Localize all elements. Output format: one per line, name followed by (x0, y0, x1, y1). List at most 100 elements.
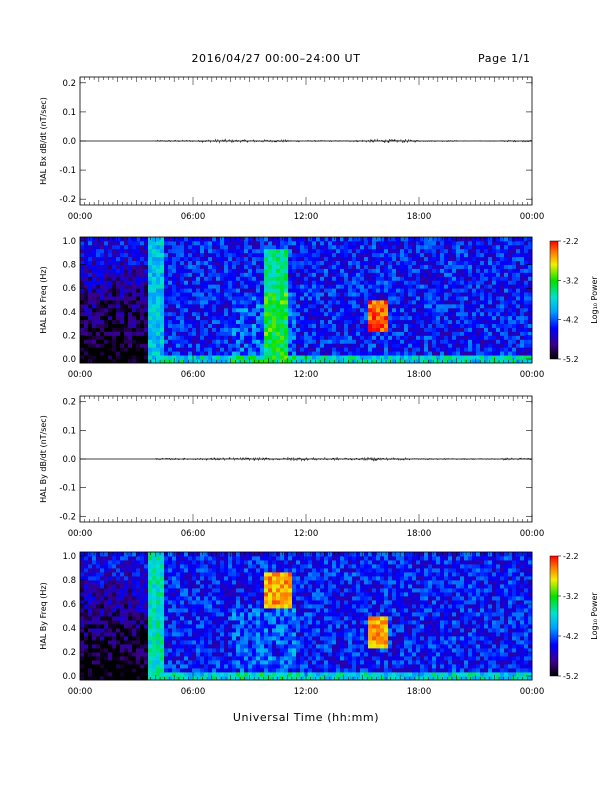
spectrogram-cell (392, 343, 397, 348)
spectrogram-cell (300, 260, 305, 265)
spectrogram-cell (524, 284, 529, 289)
spectrogram-cell (156, 288, 161, 293)
spectrogram-cell (408, 244, 413, 250)
spectrogram-cell (352, 300, 357, 305)
spectrogram-cell (108, 343, 113, 348)
spectrogram-cell (476, 359, 481, 364)
spectrogram-cell (356, 355, 361, 360)
spectrogram-cell (472, 288, 477, 293)
spectrogram-cell (176, 272, 181, 277)
spectrogram-cell (136, 284, 141, 289)
spectrogram-cell (492, 256, 497, 262)
spectrogram-cell (124, 311, 129, 317)
spectrogram-cell (252, 311, 257, 317)
spectrogram-cell (268, 280, 273, 285)
spectrogram-cell (456, 296, 461, 301)
spectrogram-cell (468, 248, 473, 254)
spectrogram-cell (284, 339, 289, 344)
spectrogram-cell (92, 307, 97, 313)
spectrogram-cell (148, 296, 153, 301)
spectrogram-cell (92, 315, 97, 321)
spectrogram-cell (100, 315, 105, 321)
spectrogram-cell (468, 288, 473, 293)
spectrogram-cell (376, 237, 381, 242)
spectrogram-cell (264, 343, 269, 348)
spectrogram-cell (100, 323, 105, 328)
spectrogram-cell (372, 359, 377, 364)
spectrogram-cell (364, 296, 369, 301)
spectrogram-cell (316, 347, 321, 352)
spectrogram-cell (372, 323, 377, 328)
spectrogram-cell (248, 303, 253, 309)
spectrogram-cell (232, 292, 237, 297)
spectrogram-cell (260, 284, 265, 289)
spectrogram-cell (484, 284, 489, 289)
spectrogram-cell (444, 268, 449, 273)
spectrogram-cell (300, 315, 305, 321)
spectrogram-cell (348, 300, 353, 305)
spectrogram-cell (404, 260, 409, 265)
spectrogram-cell (284, 292, 289, 297)
spectrogram-cell (324, 260, 329, 265)
spectrogram-cell (360, 240, 365, 246)
spectrogram-cell (108, 315, 113, 321)
spectrogram-cell (380, 268, 385, 273)
spectrogram-cell (224, 303, 229, 309)
spectrogram-cell (384, 315, 389, 321)
spectrogram-cell (108, 307, 113, 313)
spectrogram-cell (88, 347, 93, 352)
spectrogram-cell (468, 292, 473, 297)
spectrogram-cell (212, 331, 217, 336)
spectrogram-cell (160, 331, 165, 336)
spectrogram-cell (196, 276, 201, 281)
spectrogram-cell (516, 280, 521, 285)
y-tick-label: -0.1 (59, 166, 76, 176)
spectrogram-cell (320, 303, 325, 309)
spectrogram-cell (136, 272, 141, 277)
spectrogram-cell (416, 268, 421, 273)
spectrogram-cell (400, 237, 405, 242)
spectrogram-cell (304, 288, 309, 293)
spectrogram-cell (260, 292, 265, 297)
spectrogram-cell (208, 284, 213, 289)
spectrogram-cell (380, 252, 385, 258)
spectrogram-cell (112, 343, 117, 348)
spectrogram-cell (428, 331, 433, 336)
spectrogram-cell (112, 303, 117, 309)
spectrogram-cell (176, 260, 181, 265)
spectrogram-cell (368, 307, 373, 313)
spectrogram-cell (220, 331, 225, 336)
spectrogram-cell (336, 331, 341, 336)
spectrogram-cell (376, 296, 381, 301)
spectrogram-cell (368, 300, 373, 305)
spectrogram-cell (296, 264, 301, 269)
spectrogram-cell (204, 260, 209, 265)
spectrogram-cell (300, 335, 305, 340)
spectrogram-cell (336, 240, 341, 246)
spectrogram-cell (432, 240, 437, 246)
spectrogram-cell (284, 319, 289, 325)
spectrogram-cell (460, 343, 465, 348)
spectrogram-cell (196, 260, 201, 265)
spectrogram-cell (404, 276, 409, 281)
y-tick-label: 0.0 (62, 355, 76, 365)
spectrogram-cell (464, 300, 469, 305)
spectrogram-cell (160, 237, 165, 242)
spectrogram-cell (456, 343, 461, 348)
spectrogram-cell (168, 343, 173, 348)
spectrogram-cell (432, 307, 437, 313)
spectrogram-cell (332, 240, 337, 246)
spectrogram-cell (100, 268, 105, 273)
spectrogram-cell (140, 244, 145, 250)
spectrogram-cell (112, 315, 117, 321)
spectrogram-cell (412, 307, 417, 313)
spectrogram-cell (432, 264, 437, 269)
spectrogram-cell (280, 296, 285, 301)
spectrogram-cell (236, 307, 241, 313)
spectrogram-cell (108, 323, 113, 328)
spectrogram-cell (380, 355, 385, 360)
spectrogram-cell (80, 288, 85, 293)
spectrogram-cell (340, 268, 345, 273)
spectrogram-cell (448, 284, 453, 289)
